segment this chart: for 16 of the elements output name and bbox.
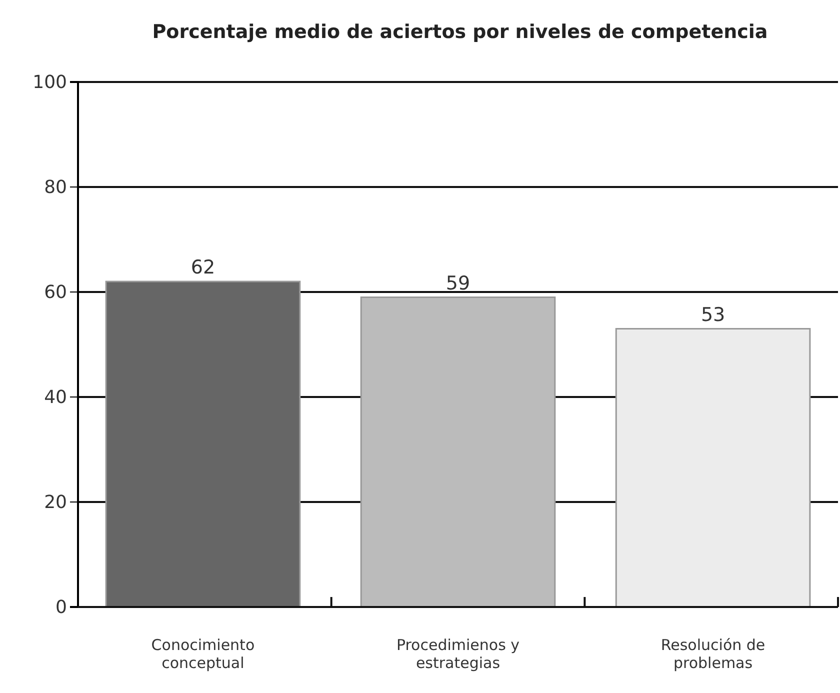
data-label: 59 xyxy=(446,272,470,294)
data-label: 53 xyxy=(700,304,726,326)
bar xyxy=(615,328,811,608)
y-tick-label: 100 xyxy=(32,72,67,93)
x-tick-label: Procedimienos y estrategias xyxy=(396,636,520,672)
y-tick-label: 0 xyxy=(56,596,67,618)
chart-title: Porcentaje medio de aciertos por niveles de competencia xyxy=(152,21,768,43)
y-tick-label: 40 xyxy=(44,386,67,408)
data-label: 62 xyxy=(190,256,216,278)
y-tick-label: 20 xyxy=(44,492,67,513)
y-tick-label: 60 xyxy=(44,282,67,303)
x-tick-label: Resolución de problemas xyxy=(660,636,766,672)
x-tick-label: Conocimiento conceptual xyxy=(151,636,255,672)
bar xyxy=(360,296,556,608)
bar xyxy=(105,280,301,608)
y-tick-label: 80 xyxy=(44,176,67,198)
